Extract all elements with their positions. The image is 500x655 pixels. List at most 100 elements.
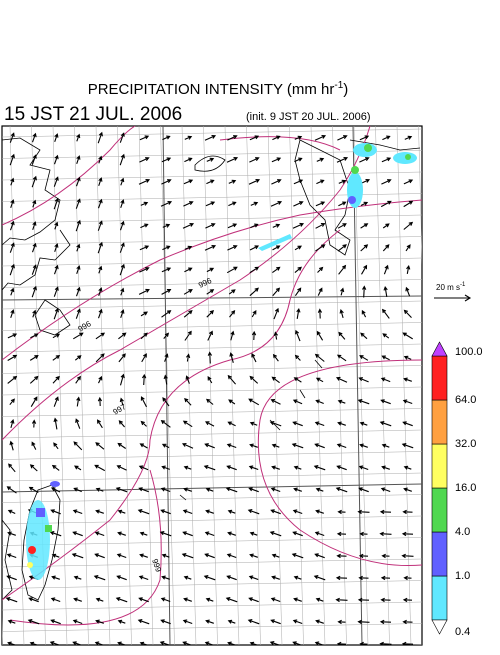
wind-arrow	[118, 332, 127, 340]
wind-arrow	[138, 178, 151, 185]
wind-arrow	[98, 177, 103, 186]
wind-arrow	[204, 553, 215, 559]
wind-arrow	[182, 619, 193, 625]
wind-arrow	[95, 353, 105, 363]
wind-arrow	[403, 355, 412, 360]
wind-arrow	[338, 264, 347, 275]
wind-arrow	[119, 132, 125, 143]
wind-arrow	[118, 353, 126, 363]
wind-arrow	[161, 465, 170, 470]
wind-arrow	[249, 245, 260, 251]
isobar	[257, 359, 422, 567]
colorbar-label: 0.4	[455, 626, 470, 638]
wind-arrow	[207, 351, 213, 364]
wind-arrow	[182, 222, 195, 229]
wind-arrow	[317, 308, 323, 319]
wind-arrow	[403, 179, 414, 185]
wind-arrow	[76, 265, 81, 274]
wind-arrow	[292, 619, 303, 625]
wind-arrow	[250, 201, 259, 206]
wind-arrow	[28, 486, 39, 493]
wind-arrow	[139, 641, 148, 645]
wind-arrow	[401, 443, 414, 449]
wind-arrow	[184, 397, 192, 406]
wind-arrow	[53, 264, 59, 275]
wind-arrow	[380, 200, 392, 208]
wind-arrow	[292, 641, 303, 645]
vector-legend-arrow	[434, 294, 472, 302]
wind-arrow	[295, 329, 301, 342]
wind-arrow	[270, 200, 283, 207]
coastline-china	[2, 229, 71, 291]
wind-arrow	[314, 553, 325, 559]
wind-arrow	[226, 443, 237, 449]
wind-arrow	[273, 307, 279, 320]
wind-arrow	[249, 553, 258, 558]
wind-arrow	[359, 443, 368, 448]
wind-arrow	[53, 176, 59, 187]
wind-arrow	[203, 465, 216, 471]
wind-arrow	[182, 641, 193, 645]
wind-arrow	[74, 465, 82, 471]
wind-arrow	[183, 465, 192, 470]
wind-arrow	[95, 487, 104, 492]
wind-arrow	[379, 421, 392, 427]
wind-arrow	[249, 266, 260, 274]
wind-arrow	[335, 575, 348, 581]
wind-arrow	[159, 641, 171, 645]
parallel	[2, 429, 422, 439]
wind-arrow	[52, 355, 61, 361]
wind-arrow	[271, 443, 280, 448]
wind-arrow	[53, 286, 59, 297]
rain-area	[28, 546, 36, 554]
wind-arrow	[53, 442, 59, 450]
wind-arrow	[338, 201, 347, 207]
wind-arrow	[335, 487, 348, 493]
colorbar-bin	[431, 443, 448, 489]
wind-arrow	[269, 531, 282, 537]
wind-arrow	[75, 375, 81, 384]
wind-arrow	[9, 220, 15, 231]
wind-arrow	[137, 509, 150, 515]
wind-arrow	[292, 222, 305, 229]
wind-arrow	[314, 641, 325, 645]
meridian	[353, 126, 369, 645]
colorbar-bin	[431, 355, 448, 401]
wind-arrow	[271, 157, 282, 163]
wind-arrow	[10, 287, 15, 296]
wind-arrow	[360, 332, 368, 340]
wind-arrow	[402, 399, 413, 405]
rain-area	[405, 154, 411, 160]
wind-arrow	[401, 553, 414, 559]
wind-arrow	[250, 223, 259, 229]
title-end: )	[343, 81, 348, 98]
wind-arrow	[163, 332, 170, 339]
wind-arrow	[314, 134, 327, 141]
wind-arrow	[31, 264, 37, 275]
wind-arrow	[293, 201, 304, 207]
wind-arrow	[94, 464, 106, 472]
wind-arrow	[139, 553, 148, 558]
wind-arrow	[359, 135, 370, 141]
wind-arrow	[139, 443, 148, 449]
wind-arrow	[381, 355, 390, 361]
parallel	[2, 537, 422, 546]
wind-arrow	[360, 223, 369, 229]
wind-arrow	[314, 353, 325, 362]
colorbar-over	[431, 341, 448, 357]
wind-arrow	[182, 509, 193, 515]
rain-area	[45, 525, 52, 532]
wind-arrow	[293, 465, 302, 470]
wind-arrow	[53, 417, 58, 430]
wind-arrow	[315, 619, 324, 624]
wind-arrow	[270, 619, 281, 625]
wind-arrow	[247, 509, 260, 515]
meridian	[246, 126, 261, 645]
wind-arrow	[402, 597, 413, 603]
wind-arrow	[402, 619, 413, 625]
major-grid-line	[162, 126, 171, 645]
wind-arrow	[161, 289, 172, 295]
wind-arrow	[315, 201, 326, 207]
wind-arrow	[6, 575, 17, 581]
vector-legend-unit: 20 m s	[436, 283, 460, 292]
